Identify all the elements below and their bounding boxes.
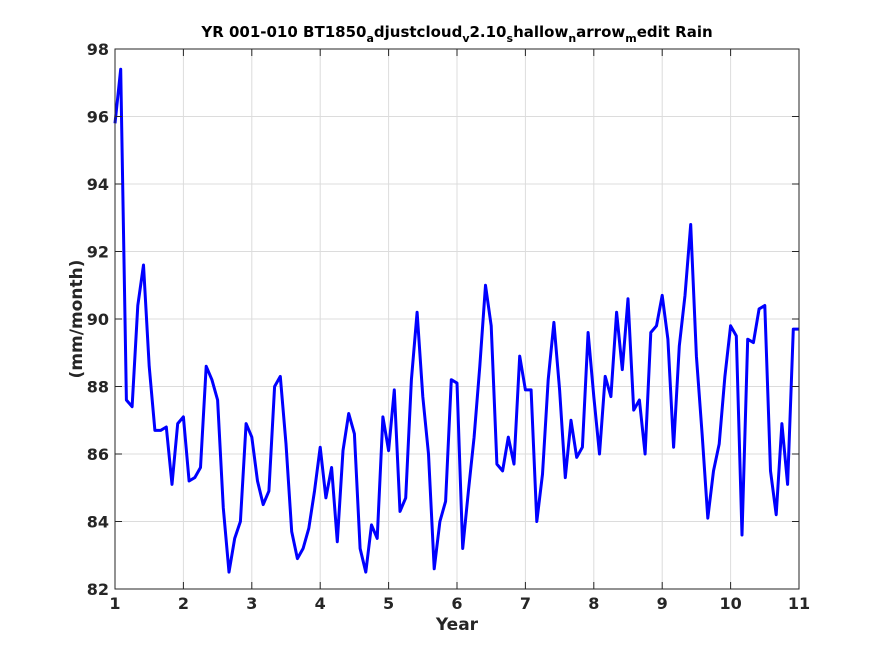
y-tick-label: 86 bbox=[87, 445, 109, 464]
title-part: YR 001-010 BT1850 bbox=[200, 23, 366, 41]
y-tick-label: 98 bbox=[87, 40, 109, 59]
x-tick-label: 9 bbox=[657, 594, 668, 613]
y-tick-label: 96 bbox=[87, 108, 109, 127]
x-axis-label: Year bbox=[435, 615, 479, 635]
title-subscript: a bbox=[366, 32, 373, 45]
x-tick-label: 11 bbox=[788, 594, 810, 613]
y-tick-label: 94 bbox=[87, 175, 109, 194]
x-tick-label: 8 bbox=[588, 594, 599, 613]
x-tick-label: 7 bbox=[520, 594, 531, 613]
y-tick-label: 88 bbox=[87, 378, 109, 397]
title-subscript: s bbox=[507, 32, 514, 45]
title-subscript: n bbox=[568, 32, 576, 45]
title-part: djustcloud bbox=[374, 23, 462, 41]
chart-title: YR 001-010 BT1850adjustcloudv2.10shallow… bbox=[200, 23, 712, 45]
x-tick-label: 5 bbox=[383, 594, 394, 613]
title-part: hallow bbox=[513, 23, 568, 41]
y-tick-label: 92 bbox=[87, 243, 109, 262]
x-tick-label: 3 bbox=[246, 594, 257, 613]
x-tick-label: 4 bbox=[315, 594, 326, 613]
y-axis-label: (mm/month) bbox=[67, 260, 87, 379]
title-subscript: m bbox=[625, 32, 636, 45]
title-part: edit Rain bbox=[637, 23, 713, 41]
x-tick-label: 6 bbox=[451, 594, 462, 613]
tick-marks bbox=[114, 48, 800, 590]
series-group bbox=[113, 67, 799, 574]
y-tick-label: 82 bbox=[87, 580, 109, 599]
title-subscript: v bbox=[462, 32, 470, 45]
title-part: arrow bbox=[576, 23, 625, 41]
y-tick-labels: 82 84 86 88 90 92 94 96 98 bbox=[87, 40, 109, 599]
y-tick-label: 84 bbox=[87, 513, 109, 532]
x-tick-label: 10 bbox=[719, 594, 741, 613]
rain-series-line bbox=[113, 67, 799, 574]
x-tick-label: 2 bbox=[178, 594, 189, 613]
x-tick-labels: 1 2 3 4 5 6 7 8 9 10 11 bbox=[109, 594, 810, 613]
y-tick-label: 90 bbox=[87, 310, 109, 329]
title-part: 2.10 bbox=[469, 23, 506, 41]
x-tick-label: 1 bbox=[109, 594, 120, 613]
